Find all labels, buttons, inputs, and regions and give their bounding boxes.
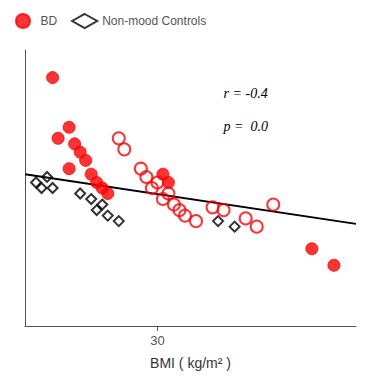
svg-text:30: 30 bbox=[150, 333, 164, 348]
svg-text:BMI ( kg/m² ): BMI ( kg/m² ) bbox=[150, 355, 231, 371]
svg-text:Non-mood Controls: Non-mood Controls bbox=[102, 14, 206, 28]
svg-text:p = 0.0: p = 0.0 bbox=[223, 119, 268, 134]
svg-text:r = -0.4: r = -0.4 bbox=[224, 86, 268, 101]
svg-text:BD: BD bbox=[41, 14, 58, 28]
